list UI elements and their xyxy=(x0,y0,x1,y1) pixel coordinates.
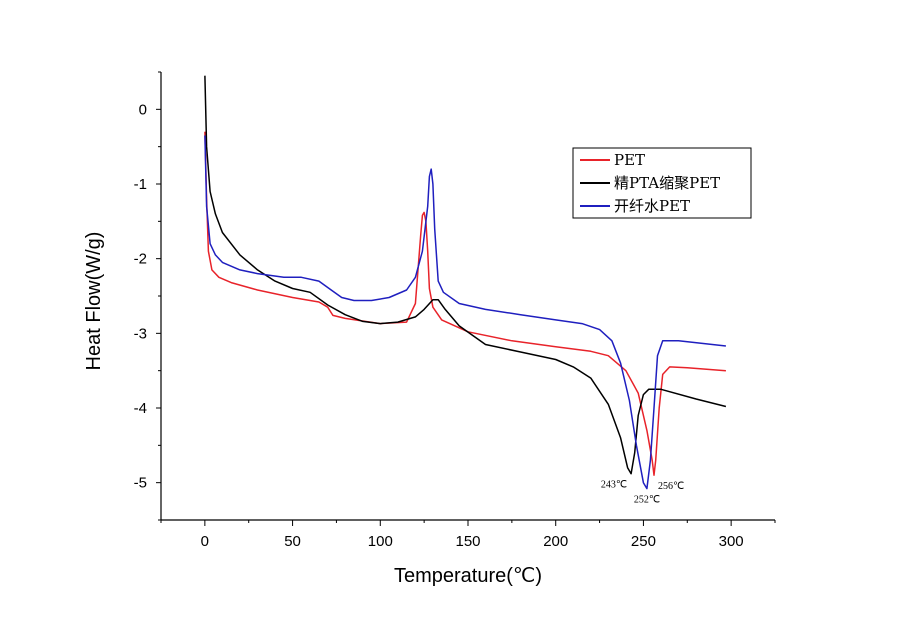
y-tick-label: 0 xyxy=(139,101,147,118)
x-tick-label: 200 xyxy=(543,533,568,550)
x-axis-title: Temperature(℃) xyxy=(394,565,542,587)
series-line-2 xyxy=(204,75,727,475)
series-line-1 xyxy=(204,131,726,476)
y-tick-label: -5 xyxy=(134,475,147,492)
peak-label: 243℃ xyxy=(601,480,627,491)
x-tick-label: 100 xyxy=(368,533,393,550)
legend: PET 精PTA缩聚PET 开纤水PET xyxy=(572,147,752,219)
x-tick-label: 0 xyxy=(201,533,209,550)
peak-label: 252℃ xyxy=(634,495,660,506)
y-tick-label: -2 xyxy=(134,251,147,268)
peak-annotations: 243℃ 256℃ 252℃ xyxy=(601,480,684,506)
series-line-3 xyxy=(204,135,726,490)
x-tick-label: 300 xyxy=(719,533,744,550)
series-lines xyxy=(204,75,727,490)
plot-frame xyxy=(160,72,775,521)
y-axis-title: Heat Flow(W/g) xyxy=(83,232,105,371)
legend-entry: 开纤水PET xyxy=(614,197,690,215)
peak-label: 256℃ xyxy=(658,481,684,492)
y-tick-label: -3 xyxy=(134,325,147,342)
legend-entry: PET xyxy=(614,151,645,169)
y-axis: 0 -1 -2 -3 -4 -5 xyxy=(134,71,161,521)
legend-entry: 精PTA缩聚PET xyxy=(614,174,720,192)
x-tick-label: 250 xyxy=(631,533,656,550)
y-tick-label: -4 xyxy=(134,400,147,417)
x-tick-label: 50 xyxy=(284,533,301,550)
y-tick-label: -1 xyxy=(134,176,147,193)
x-tick-label: 150 xyxy=(455,533,480,550)
x-axis: 0 50 100 150 200 250 300 xyxy=(160,520,776,550)
